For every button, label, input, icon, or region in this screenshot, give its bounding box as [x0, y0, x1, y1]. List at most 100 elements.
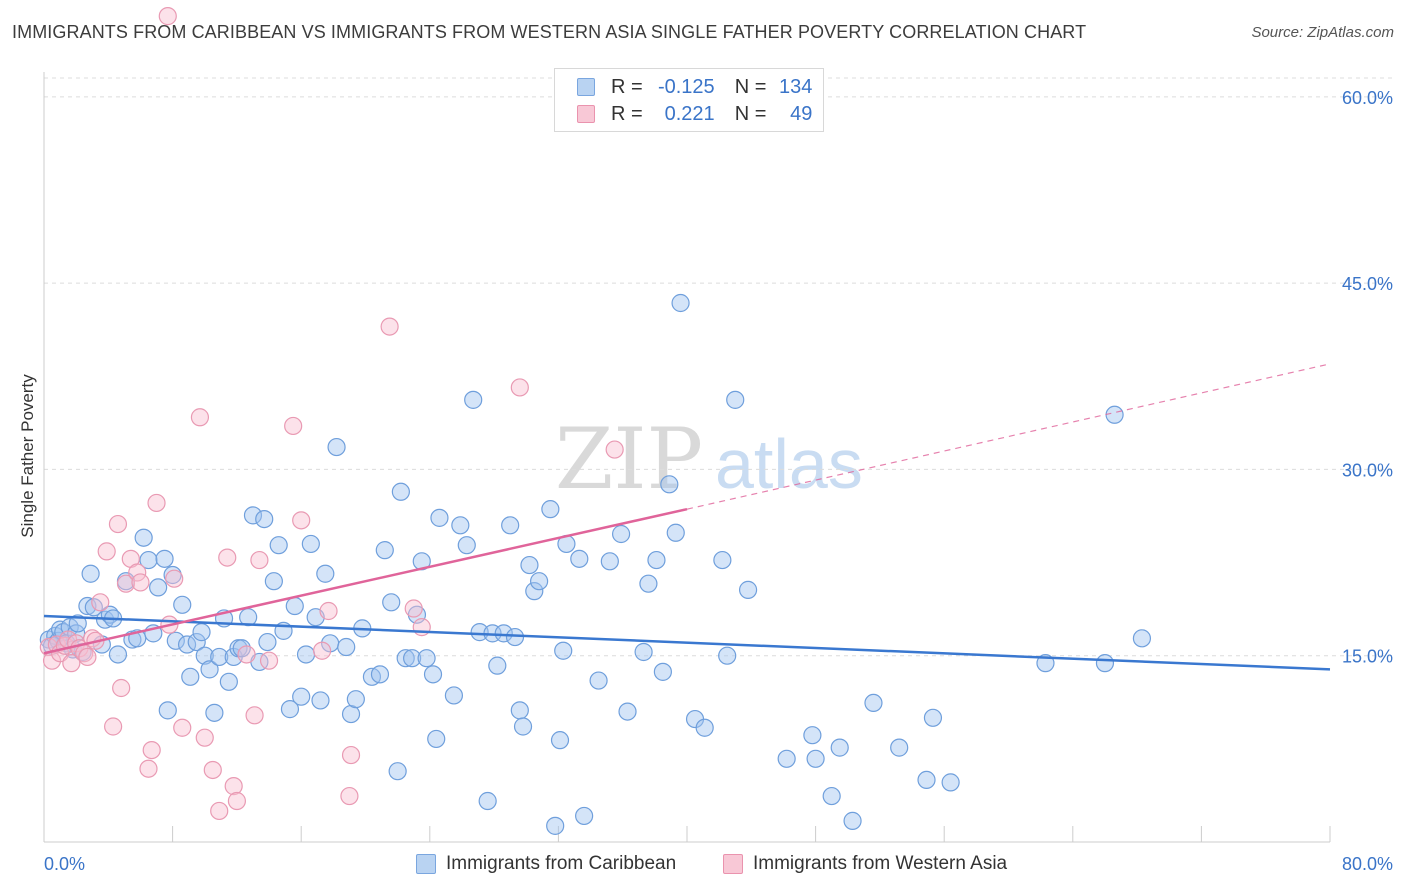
- caribbean-point: [541, 500, 560, 519]
- legend-n-label: N =: [734, 102, 767, 125]
- y-tick-label: 45.0%: [1342, 274, 1393, 294]
- caribbean-point: [718, 646, 737, 665]
- watermark-atlas: atlas: [715, 425, 863, 503]
- caribbean-point: [653, 662, 672, 681]
- western-asia-point: [112, 678, 131, 698]
- caribbean-point: [181, 667, 200, 686]
- caribbean-point: [396, 649, 415, 668]
- western-asia-point: [173, 718, 192, 737]
- caribbean-point: [311, 691, 330, 710]
- western-asia-point: [91, 593, 110, 612]
- caribbean-point: [149, 578, 168, 597]
- western-asia-point: [510, 378, 529, 397]
- caribbean-point: [391, 482, 410, 501]
- caribbean-point: [478, 791, 497, 811]
- legend-r-label: R =: [611, 75, 643, 98]
- caribbean-point: [296, 645, 316, 664]
- caribbean-point: [370, 665, 390, 684]
- caribbean-point: [803, 726, 822, 745]
- caribbean-point: [337, 637, 356, 657]
- caribbean-point: [255, 509, 274, 529]
- trend-lines: [43, 363, 1331, 671]
- western-asia-point: [224, 777, 243, 796]
- caribbean-point: [570, 549, 589, 568]
- legend-swatch-western-asia: [577, 105, 595, 123]
- caribbean-point: [470, 623, 489, 642]
- western-asia-point: [142, 740, 161, 760]
- caribbean-point: [634, 642, 653, 662]
- chart-title: IMMIGRANTS FROM CARIBBEAN VS IMMIGRANTS …: [12, 22, 1087, 42]
- caribbean-point: [550, 731, 570, 750]
- legend-n-label: N =: [734, 75, 767, 98]
- western-asia-point: [139, 759, 158, 778]
- legend-n-value-western-asia: 49: [790, 102, 813, 125]
- caribbean-point: [139, 550, 158, 570]
- western-asia-point: [104, 717, 123, 736]
- western-asia-point: [404, 599, 423, 618]
- caribbean-point: [589, 671, 608, 690]
- caribbean-point: [917, 770, 936, 790]
- caribbean-point: [510, 701, 529, 720]
- caribbean-point: [243, 506, 263, 525]
- caribbean-point: [923, 708, 943, 727]
- caribbean-point: [1132, 629, 1152, 648]
- y-tick-label: 60.0%: [1342, 88, 1393, 108]
- y-axis-label: Single Father Poverty: [18, 374, 37, 538]
- caribbean-point: [639, 574, 658, 593]
- caribbean-point: [843, 811, 862, 830]
- watermark-zip: ZIP: [555, 410, 703, 508]
- caribbean-point: [941, 773, 960, 792]
- caribbean-point: [210, 647, 229, 667]
- caribbean-points: [39, 293, 1152, 835]
- caribbean-point: [301, 534, 320, 554]
- caribbean-point: [501, 516, 520, 535]
- caribbean-point: [726, 390, 745, 409]
- western-asia-point: [340, 786, 359, 806]
- caribbean-point: [1105, 405, 1124, 424]
- western-asia-point: [203, 760, 222, 780]
- caribbean-point: [713, 550, 732, 570]
- western-asia-point: [380, 317, 399, 336]
- caribbean-point: [264, 572, 283, 591]
- legend-row-western-asia: R = 0.221 N = 49: [577, 101, 812, 127]
- western-asia-point: [237, 645, 256, 664]
- caribbean-point: [269, 536, 288, 555]
- caribbean-point: [219, 672, 238, 691]
- watermark: ZIP atlas: [555, 410, 863, 508]
- caribbean-point: [494, 624, 513, 643]
- caribbean-point: [427, 729, 446, 749]
- western-asia-point: [195, 728, 214, 747]
- caribbean-point: [575, 806, 594, 826]
- caribbean-point: [660, 475, 679, 494]
- caribbean-point: [806, 749, 825, 768]
- bottom-legend-swatch-western-asia: [723, 854, 743, 874]
- bottom-legend-label-western-asia: Immigrants from Western Asia: [753, 853, 1008, 874]
- bottom-legend-caribbean: Immigrants from Caribbean: [416, 851, 676, 877]
- western-asia-point: [128, 563, 147, 582]
- tick-labels: 15.0% 30.0% 45.0% 60.0% 0.0% 80.0%: [44, 88, 1393, 874]
- western-asia-point: [147, 493, 166, 513]
- western-asia-point: [158, 7, 177, 26]
- caribbean-point: [195, 646, 214, 665]
- caribbean-point: [666, 523, 685, 542]
- caribbean-point: [777, 749, 796, 768]
- caribbean-point: [280, 700, 300, 719]
- western-asia-point: [210, 801, 229, 821]
- western-asia-point: [250, 550, 269, 570]
- y-tick-label: 30.0%: [1342, 460, 1393, 480]
- caribbean-point: [155, 549, 174, 568]
- bottom-legend-label-caribbean: Immigrants from Caribbean: [446, 853, 677, 874]
- caribbean-point: [513, 717, 533, 736]
- western-asia-points: [39, 7, 624, 821]
- caribbean-point: [173, 595, 192, 614]
- caribbean-point: [134, 528, 153, 547]
- caribbean-point: [388, 762, 407, 781]
- caribbean-point: [671, 293, 690, 313]
- caribbean-point: [423, 665, 443, 684]
- axes: [43, 72, 1331, 843]
- caribbean-point: [546, 816, 565, 835]
- legend-swatch-caribbean: [577, 78, 595, 96]
- caribbean-point: [200, 660, 219, 679]
- caribbean-point: [81, 564, 100, 583]
